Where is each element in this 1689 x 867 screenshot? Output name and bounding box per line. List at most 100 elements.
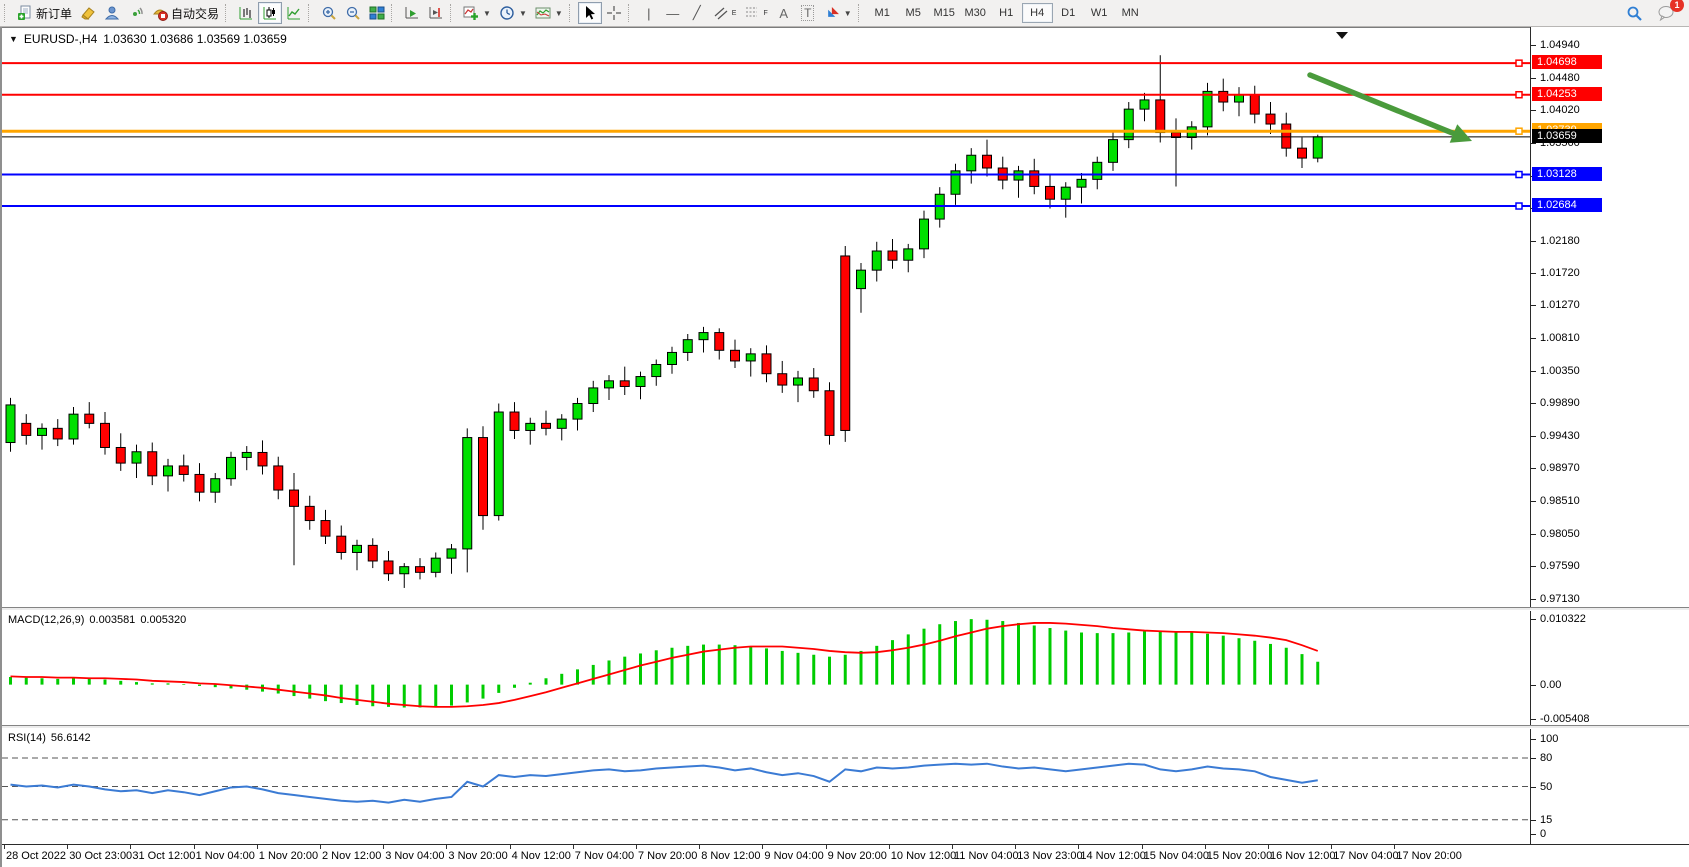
crosshair-tool-button[interactable] [602, 2, 626, 24]
axis-tick [1531, 819, 1536, 821]
time-axis-tick [952, 845, 953, 849]
macd-panel[interactable]: MACD(12,26,9) 0.003581 0.005320 [2, 611, 1530, 725]
text-tool-icon: A [779, 5, 789, 21]
time-axis-label: 7 Nov 20:00 [638, 850, 698, 862]
time-axis-tick [130, 845, 132, 849]
bear-candle [1029, 170, 1040, 187]
bull-candle [493, 411, 504, 517]
time-axis[interactable]: 28 Oct 2022 30 Oct 23:00 31 Oct 12:00 1 Nov… [2, 844, 1689, 867]
horizontal-line-tool-button[interactable]: — [661, 2, 685, 24]
profile-icon [104, 6, 120, 20]
tile-windows-button[interactable] [365, 2, 389, 24]
toolbar-grip[interactable] [4, 4, 10, 22]
arrows-tool-button[interactable]: ▼ [820, 2, 856, 24]
vertical-line-tool-button[interactable]: | [637, 2, 661, 24]
axis-tick-label: 80 [1540, 752, 1553, 764]
bear-candle [1249, 94, 1260, 115]
axis-tick-label: 1.02180 [1540, 234, 1580, 247]
bull-candle [698, 332, 709, 341]
fibonacci-icon [746, 7, 758, 17]
time-axis-tick [1078, 845, 1080, 849]
toolbar-grip[interactable] [450, 4, 456, 22]
timeframe-h1-button[interactable]: H1 [991, 3, 1022, 23]
rsi-panel[interactable]: RSI(14) 56.6142 [2, 729, 1530, 844]
timeframe-m5-button[interactable]: M5 [898, 3, 929, 23]
crosshair-icon [606, 6, 621, 20]
panel-splitter[interactable] [2, 607, 1689, 611]
axis-tick-label: 0.97130 [1540, 593, 1580, 605]
indicators-button[interactable]: ▼ [459, 2, 495, 24]
bear-candle [100, 422, 110, 448]
search-button[interactable] [1622, 2, 1647, 24]
timeframe-mn-button[interactable]: MN [1115, 3, 1146, 23]
bear-candle [336, 535, 347, 553]
timeframe-d1-button[interactable]: D1 [1053, 3, 1084, 23]
fibonacci-tool-button[interactable]: F [740, 2, 771, 24]
trendline-tool-button[interactable]: ╱ [685, 2, 709, 24]
main-chart-panel[interactable]: ▼ EURUSD-,H4 1.03630 1.03686 1.03569 1.0… [2, 27, 1530, 607]
rsi-name: RSI(14) [8, 732, 46, 744]
panel-splitter[interactable] [2, 725, 1689, 729]
market-watch-button[interactable] [76, 2, 100, 24]
cursor-tool-button[interactable] [577, 2, 602, 24]
signal-button[interactable] [124, 2, 148, 24]
bull-candle [604, 380, 614, 389]
bear-candle [982, 154, 992, 169]
zoom-in-button[interactable] [317, 2, 341, 24]
text-tool-button[interactable]: A [772, 2, 796, 24]
time-axis-label: 9 Nov 20:00 [827, 850, 887, 862]
line-chart-button[interactable] [282, 2, 306, 24]
bull-candle [1092, 161, 1103, 180]
auto-trading-button[interactable]: 自动交易 [148, 2, 223, 24]
chart-shift-icon [429, 7, 443, 19]
axis-tick [1531, 786, 1536, 788]
zoom-in-icon [322, 6, 336, 20]
notifications-button[interactable]: 1 [1653, 0, 1684, 24]
bear-candle [887, 250, 898, 261]
timeframe-m1-button[interactable]: M1 [867, 3, 898, 23]
auto-scroll-button[interactable] [400, 2, 424, 24]
new-order-button[interactable]: 新订单 [13, 2, 76, 24]
timeframe-h4-button[interactable]: H4 [1021, 3, 1053, 23]
chart-shift-button[interactable] [424, 2, 448, 24]
bear-candle [714, 332, 725, 351]
toolbar-grip[interactable] [308, 4, 314, 22]
timeframe-m15-button[interactable]: M15 [929, 3, 960, 23]
time-axis-label: 15 Nov 20:00 [1206, 850, 1273, 862]
candlestick-chart-button[interactable] [258, 2, 283, 24]
axis-tick-label: 0.98050 [1540, 527, 1580, 540]
time-axis-tick [1268, 845, 1269, 849]
toolbar-grip[interactable] [391, 4, 397, 22]
bear-candle [273, 465, 284, 491]
candlestick-chart[interactable] [2, 28, 1530, 608]
rsi-line [10, 762, 1318, 804]
trade-group: 新订单 [2, 0, 223, 26]
search-icon [1627, 6, 1642, 21]
chart-title-dropdown-icon[interactable]: ▼ [9, 34, 18, 44]
toolbar-grip[interactable] [568, 4, 575, 22]
templates-button[interactable]: ▼ [531, 2, 567, 24]
toolbar-grip[interactable] [627, 4, 634, 22]
channel-tool-button[interactable]: E [709, 2, 741, 24]
bull-candle [667, 351, 677, 365]
zoom-out-button[interactable] [341, 2, 365, 24]
dropdown-caret-icon: ▼ [483, 8, 491, 18]
timeframe-w1-button[interactable]: W1 [1084, 3, 1115, 23]
text-label-tool-button[interactable]: T [796, 2, 820, 24]
bull-candle [399, 566, 410, 575]
toolbar-grip[interactable] [857, 4, 864, 22]
bar-chart-button[interactable] [234, 2, 258, 24]
time-axis-label: 28 Oct 2022 [6, 850, 66, 862]
periods-button[interactable]: ▼ [495, 2, 531, 24]
profile-button[interactable] [100, 2, 124, 24]
timeframe-m30-button[interactable]: M30 [960, 3, 991, 23]
price-axis[interactable]: 1.049401.044801.040201.035601.031001.026… [1530, 27, 1689, 867]
time-axis-label: 1 Nov 04:00 [195, 850, 255, 862]
toolbar-grip[interactable] [225, 4, 231, 22]
cursor-arrow-icon [585, 6, 595, 20]
axis-tick [1531, 240, 1536, 242]
insert-group: ▼ ▼ ▼ [448, 0, 567, 26]
axis-tick-label: 1.01270 [1540, 299, 1580, 312]
time-axis-label: 15 Nov 04:00 [1143, 850, 1210, 862]
